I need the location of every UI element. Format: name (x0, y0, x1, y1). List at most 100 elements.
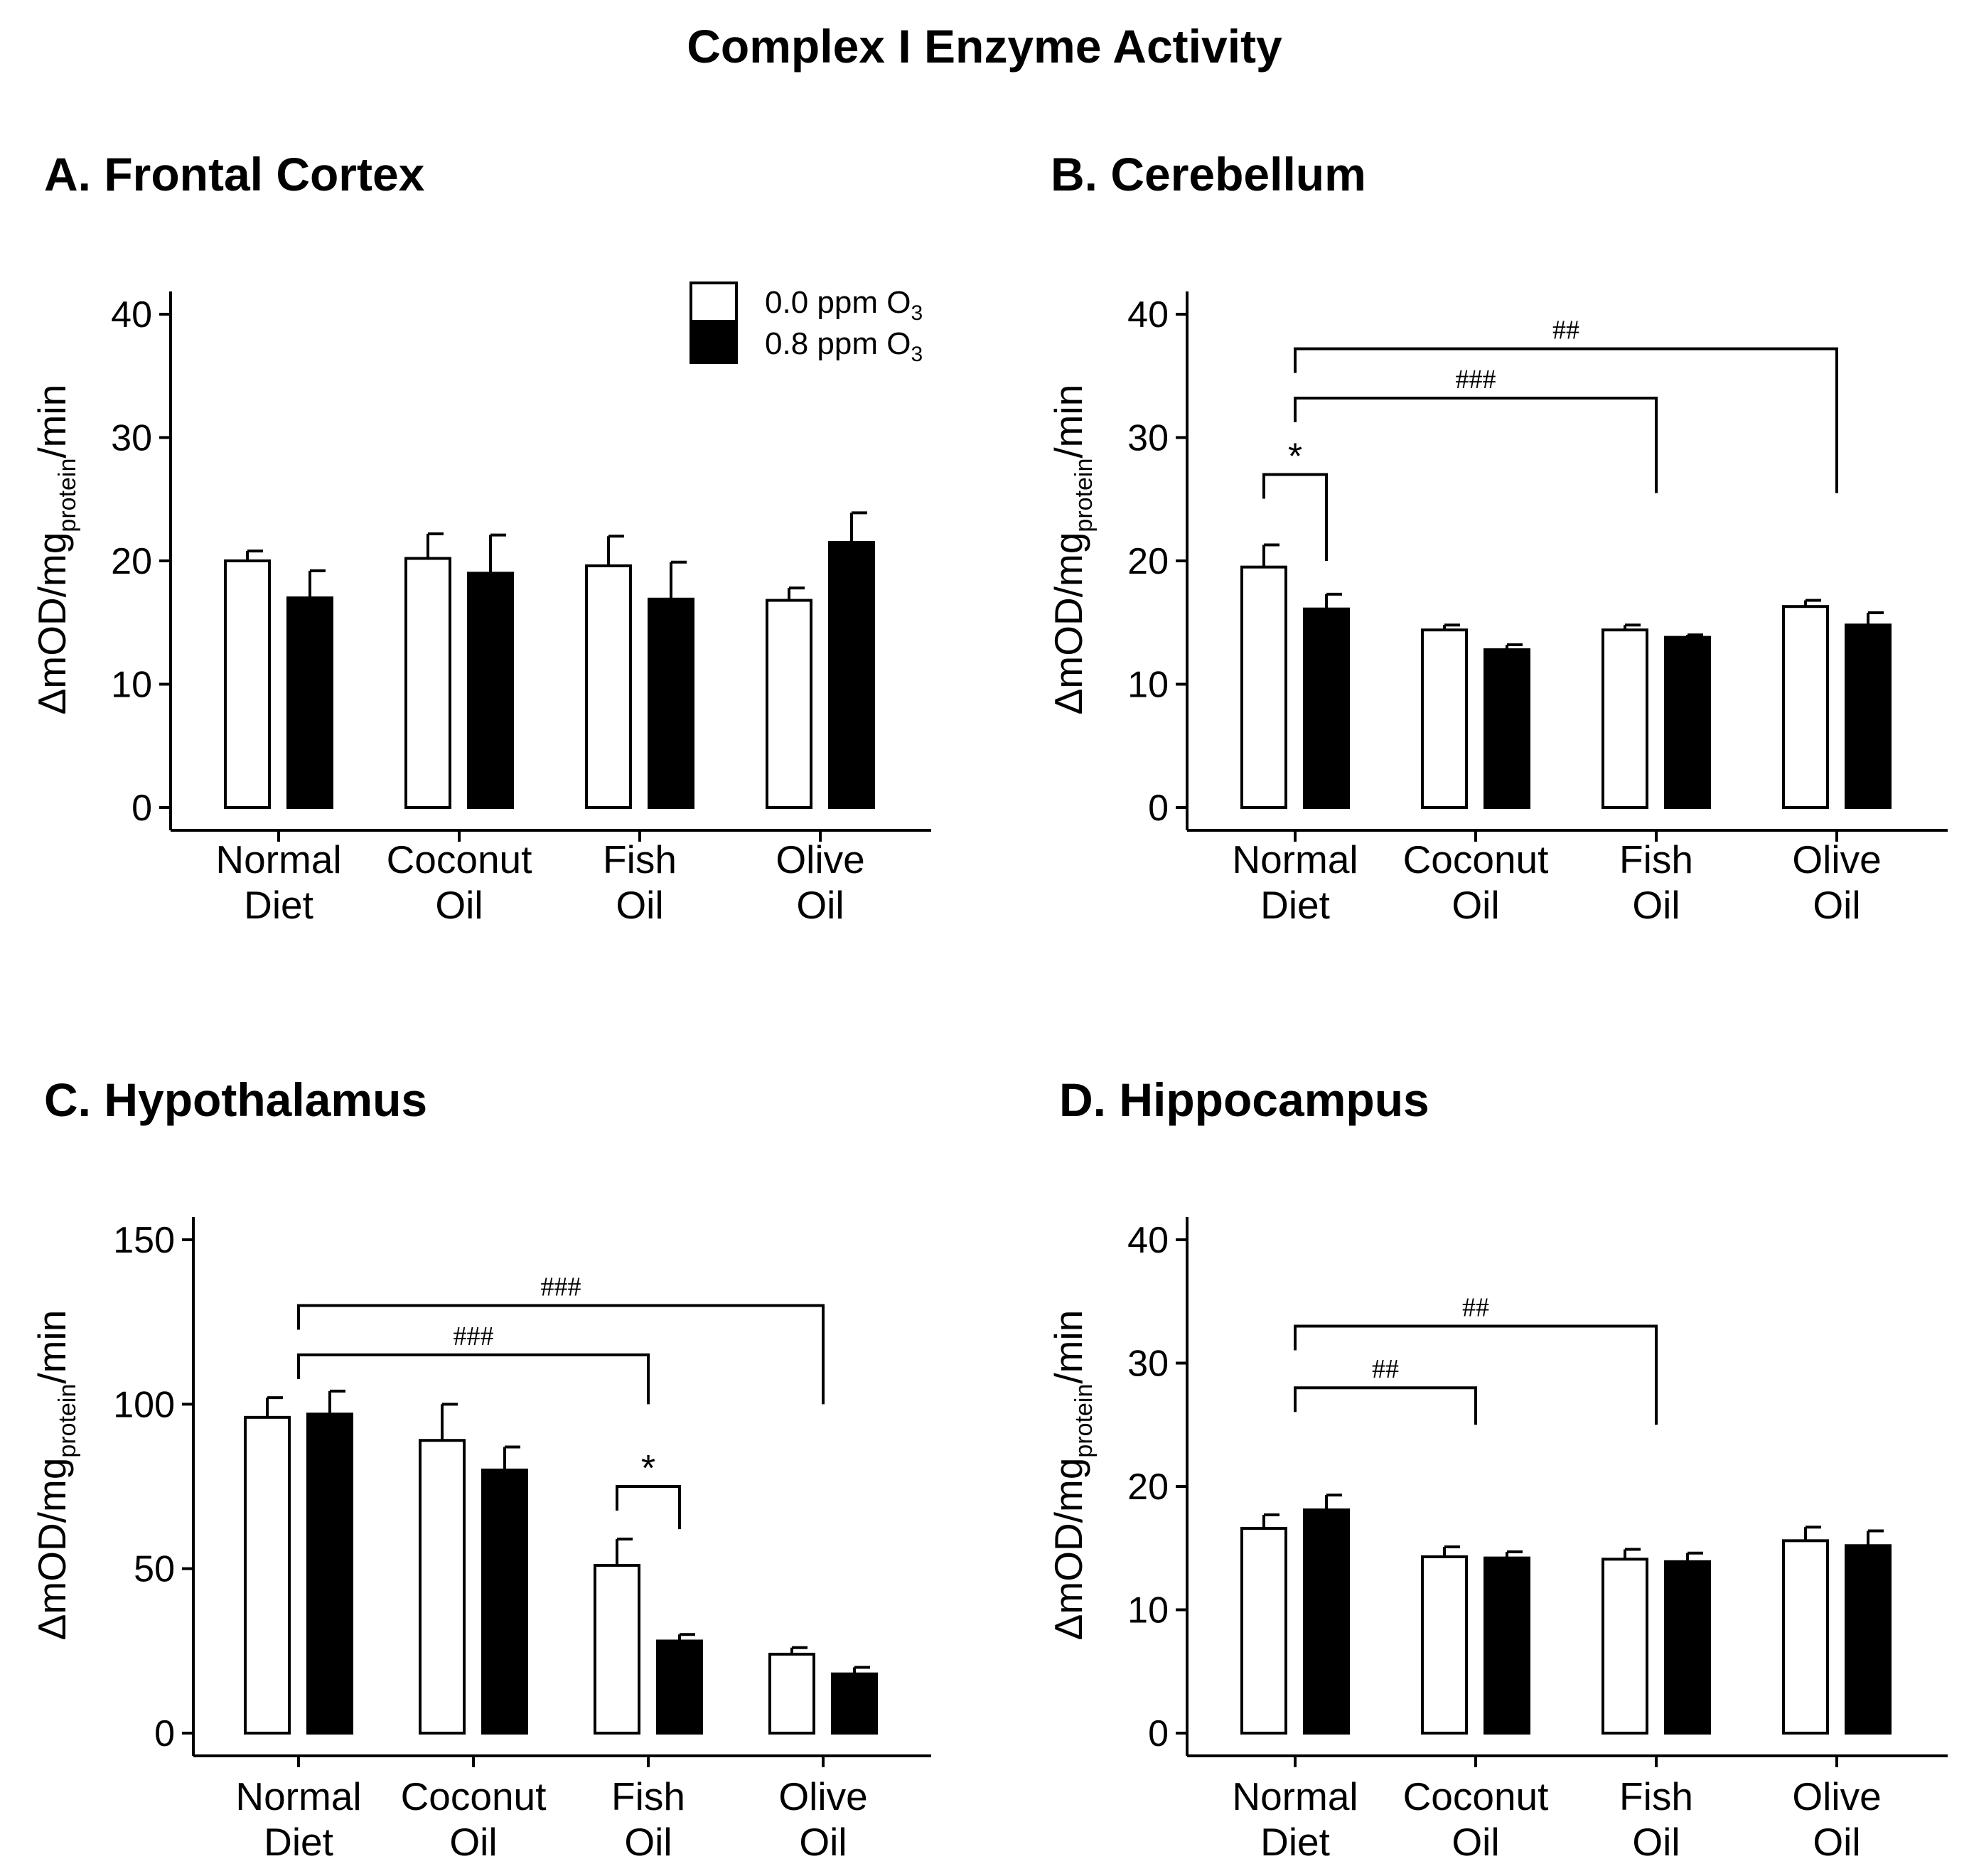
bar-control (1421, 628, 1468, 809)
y-label-main: ΔmOD/mg (30, 1458, 74, 1641)
bar-exposed (1664, 1560, 1711, 1735)
x-category-label: Normal (235, 1774, 361, 1818)
significance-bracket (616, 1485, 681, 1530)
y-axis-label: ΔmOD/mgprotein/min (30, 385, 81, 715)
legend-label-control: 0.0 ppm O3 (765, 285, 923, 325)
significance-label: * (641, 1448, 655, 1489)
bar-exposed (1845, 623, 1892, 809)
bar-exposed (1303, 607, 1350, 809)
figure-title: Complex I Enzyme Activity (687, 20, 1282, 73)
x-category-label: Fish (1619, 1774, 1693, 1818)
x-category-label: Oil (799, 1820, 847, 1864)
x-category-label: Olive (1792, 1774, 1881, 1818)
y-label-sub: protein (54, 459, 81, 532)
x-category-label: Oil (624, 1820, 672, 1864)
x-category-label: Diet (1260, 883, 1330, 927)
x-category-label: Coconut (387, 837, 532, 881)
y-tick-label: 40 (1127, 294, 1169, 336)
x-category-label: Oil (1632, 883, 1680, 927)
y-tick-label: 0 (132, 788, 152, 829)
x-category-label: Fish (611, 1774, 685, 1818)
y-tick-label: 10 (1127, 665, 1169, 706)
y-tick-label: 100 (113, 1384, 175, 1425)
y-axis-label: ΔmOD/mgprotein/min (1046, 385, 1098, 715)
x-category-label: Olive (778, 1774, 867, 1818)
significance-bracket (1294, 396, 1658, 493)
panel-a: A. Frontal Cortex 0 10 20 30 40 ΔmOD/mgprotein… (30, 148, 931, 927)
panel-title: A. Frontal Cortex (44, 148, 425, 200)
x-category-label: Oil (449, 1820, 497, 1864)
y-tick-label: 40 (1127, 1220, 1169, 1261)
bar-exposed (1484, 1556, 1530, 1735)
bar-control (768, 1652, 815, 1735)
bar-control (244, 1415, 291, 1735)
bar-control (1421, 1555, 1468, 1735)
y-tick-label: 50 (134, 1549, 175, 1590)
x-category-label: Oil (1452, 883, 1499, 927)
x-category-label: Coconut (1403, 837, 1549, 881)
bar-control (419, 1439, 466, 1735)
legend-text: 0.8 ppm O (765, 326, 911, 361)
panel-title: D. Hippocampus (1059, 1073, 1429, 1126)
y-label-tail: /min (1046, 385, 1090, 459)
significance-bracket (297, 1353, 650, 1405)
bar-control (594, 1564, 640, 1735)
significance-bracket (1294, 1386, 1477, 1425)
x-category-label: Oil (435, 883, 483, 927)
bar-control (1782, 605, 1829, 809)
x-category-label: Coconut (1403, 1774, 1549, 1818)
significance-label: ## (1372, 1354, 1399, 1384)
bar-exposed (286, 596, 333, 809)
y-tick-label: 20 (1127, 541, 1169, 582)
panel-title: C. Hypothalamus (44, 1073, 427, 1126)
bar-exposed (656, 1639, 703, 1735)
bar-exposed (648, 597, 694, 809)
significance-bracket (1294, 1324, 1658, 1425)
legend-text: 0.0 ppm O (765, 285, 911, 320)
bar-control (766, 599, 812, 810)
panel-c: C. Hypothalamus 0 50 100 150 ΔmOD/mgprotein/m… (30, 1073, 931, 1864)
y-label-tail: /min (1046, 1310, 1090, 1384)
x-category-label: Olive (1792, 837, 1881, 881)
x-category-label: Normal (1232, 1774, 1358, 1818)
bar-exposed (1484, 648, 1530, 809)
legend-swatch-control (690, 282, 738, 323)
bar-exposed (1303, 1508, 1350, 1735)
panel-title: B. Cerebellum (1051, 148, 1366, 200)
x-category-label: Coconut (401, 1774, 547, 1818)
y-label-tail: /min (30, 1310, 74, 1384)
y-tick-label: 20 (111, 541, 152, 582)
panel-d: D. Hippocampus 0 10 20 30 40 ΔmOD/mgprotein/mi… (1046, 1073, 1948, 1864)
y-tick-label: 0 (1148, 1713, 1169, 1754)
legend-swatch-exposed (690, 323, 738, 364)
y-tick-label: 30 (1127, 1344, 1169, 1385)
significance-label: ### (541, 1272, 581, 1302)
bar-exposed (831, 1672, 878, 1735)
y-axis-label: ΔmOD/mgprotein/min (1046, 1310, 1098, 1641)
y-label-sub: protein (54, 1384, 81, 1458)
x-category-label: Fish (603, 837, 677, 881)
y-label-sub: protein (1071, 459, 1098, 532)
significance-label: ### (1456, 365, 1496, 395)
x-category-label: Oil (1813, 883, 1860, 927)
significance-label: * (1288, 436, 1302, 478)
y-tick-label: 30 (1127, 418, 1169, 459)
panels: A. Frontal Cortex010203040ΔmOD/mgprotein… (30, 148, 1948, 1864)
significance-label: ## (1462, 1292, 1489, 1322)
bar-exposed (1845, 1544, 1892, 1735)
x-category-label: Fish (1619, 837, 1693, 881)
y-label-tail: /min (30, 385, 74, 459)
bar-control (404, 557, 451, 810)
x-category-label: Oil (796, 883, 844, 927)
x-category-label: Diet (1260, 1820, 1330, 1864)
significance-label: ## (1552, 316, 1579, 345)
bar-exposed (481, 1468, 528, 1735)
bar-control (1602, 1558, 1648, 1735)
x-category-label: Oil (616, 883, 663, 927)
x-category-label: Normal (1232, 837, 1358, 881)
y-tick-label: 40 (111, 294, 152, 336)
bar-exposed (467, 572, 514, 809)
y-label-main: ΔmOD/mg (1046, 1458, 1090, 1641)
significance-label: ### (454, 1322, 494, 1351)
y-label-main: ΔmOD/mg (30, 532, 74, 715)
